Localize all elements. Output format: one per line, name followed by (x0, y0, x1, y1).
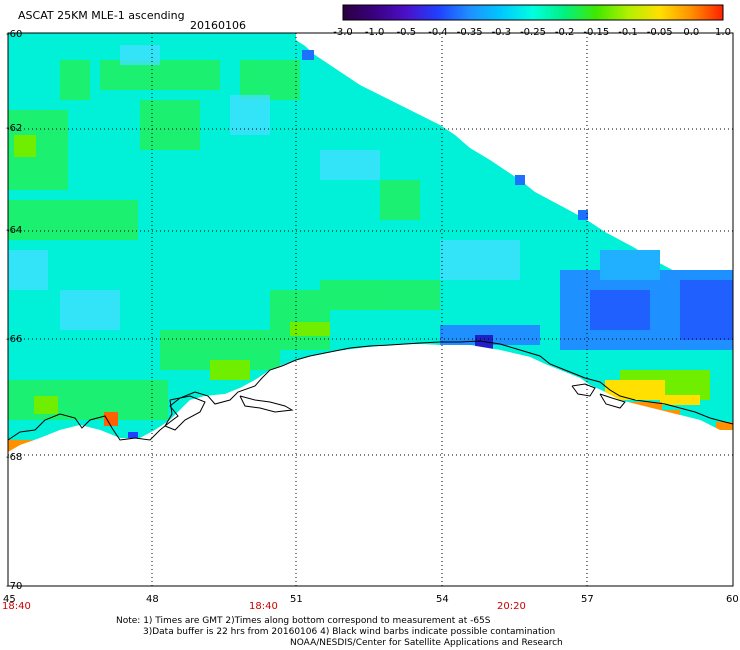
note-line-1: Note: 1) Times are GMT 2)Times along bot… (116, 616, 491, 626)
map-frame (7, 32, 734, 587)
lat-label: -70 (6, 581, 22, 592)
blue-patches (128, 50, 733, 442)
lon-label: 60 (726, 594, 739, 605)
lat-label: -60 (6, 29, 22, 40)
lon-label: 48 (146, 594, 159, 605)
lon-label: 45 (3, 594, 16, 605)
coastline-island (239, 395, 294, 413)
lon-label: 51 (290, 594, 303, 605)
longitude-labels: 45 48 51 54 57 60 (3, 594, 739, 605)
map-date: 20160106 (190, 19, 246, 32)
map-title: ASCAT 25KM MLE-1 ascending (18, 9, 185, 22)
time-label: 18:40 (249, 601, 278, 612)
lat-lon-grid (8, 33, 733, 586)
coastline (7, 340, 734, 441)
note-line-3: NOAA/NESDIS/Center for Satellite Applica… (290, 638, 563, 648)
coastline-island (571, 383, 596, 397)
lat-label: -64 (6, 225, 22, 236)
coastline-island (599, 393, 626, 409)
lat-label: -62 (6, 123, 22, 134)
coastline-island (164, 395, 206, 431)
lat-label: -68 (6, 452, 22, 463)
map-area (7, 32, 734, 587)
lat-label: -66 (6, 334, 22, 345)
colorbar (342, 4, 724, 21)
time-label: 18:40 (2, 601, 31, 612)
colorbar-gradient (342, 4, 724, 21)
light-cyan-patches (8, 45, 520, 330)
note-line-2: 3)Data buffer is 22 hrs from 20160106 4)… (143, 627, 556, 637)
latitude-labels: -60 -62 -64 -66 -68 -70 (6, 29, 22, 592)
time-label: 20:20 (497, 601, 526, 612)
lon-label: 54 (436, 594, 449, 605)
lon-label: 57 (581, 594, 594, 605)
land-mask (8, 344, 733, 586)
time-labels: 18:40 18:40 20:20 (2, 601, 526, 612)
